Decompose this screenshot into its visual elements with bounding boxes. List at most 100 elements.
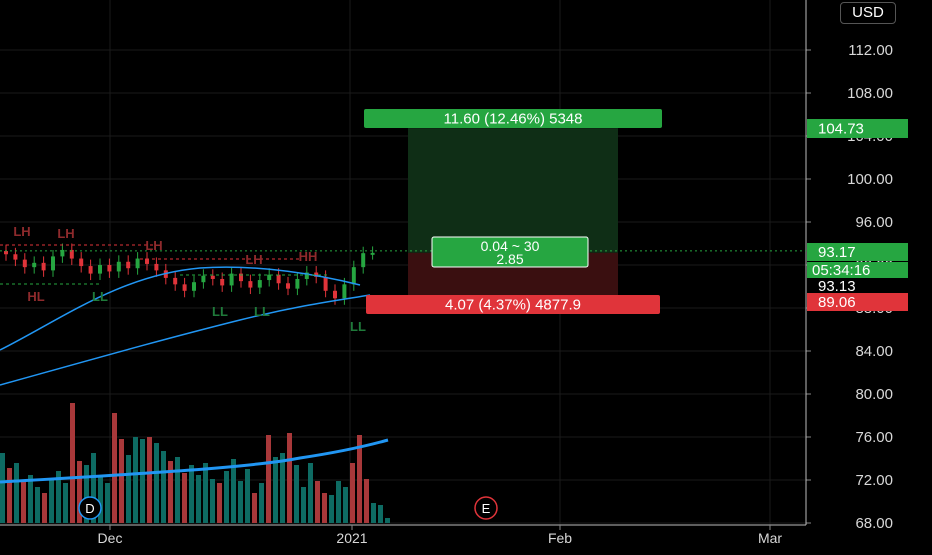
volume-bar: [77, 461, 82, 523]
candle-body: [286, 283, 290, 289]
candle-body: [267, 274, 272, 281]
candle-body: [192, 282, 196, 291]
dividend-marker-label: D: [85, 501, 94, 516]
volume-bar: [210, 479, 215, 523]
pivot-label: LH: [145, 238, 162, 253]
volume-bar: [35, 487, 40, 523]
candle-body: [201, 275, 206, 283]
pivot-label: LL: [92, 289, 108, 304]
candle-body: [98, 265, 102, 274]
pivot-label: LL: [350, 319, 366, 334]
volume-bar: [196, 475, 201, 523]
position-zones: [408, 128, 618, 297]
pivot-label: LH: [245, 252, 262, 267]
candle-body: [69, 249, 74, 259]
pivot-label: LH: [57, 226, 74, 241]
target-label-text: 11.60 (12.46%) 5348: [444, 111, 583, 128]
volume-bar: [56, 471, 61, 523]
risk-reward-line1: 0.04 ~ 30: [481, 238, 540, 254]
volume-bar: [84, 465, 89, 523]
time-tick-label: Dec: [98, 530, 123, 546]
time-tick-label: Feb: [548, 530, 572, 546]
stop-label-box: [366, 295, 660, 314]
candle-body: [107, 265, 112, 272]
volume-bar: [182, 473, 187, 523]
moving-averages: [0, 266, 389, 484]
price-tick-label: 108.00: [847, 85, 893, 102]
candle-body: [220, 278, 225, 286]
time-tick-label: 2021: [336, 530, 367, 546]
volume-bar: [280, 453, 285, 523]
earnings-marker-label: E: [482, 501, 491, 516]
price-tick-label: 76.00: [855, 429, 893, 446]
volume-bar: [329, 495, 334, 523]
earnings-marker-circle: [474, 496, 498, 520]
stop-label-text: 4.07 (4.37%) 4877.9: [445, 297, 581, 314]
candle-body: [342, 284, 347, 299]
candle-body: [126, 261, 131, 269]
volume-bar: [385, 518, 390, 523]
volume-bar: [224, 471, 229, 523]
candle-body: [32, 262, 37, 268]
candle-body: [295, 278, 300, 289]
volume-bar: [0, 453, 5, 523]
volume-bar: [273, 457, 278, 523]
risk-reward-line2: 2.85: [496, 251, 523, 267]
volume-bar: [14, 463, 19, 523]
volume-bar: [98, 477, 103, 523]
pivot-label: HL: [27, 289, 44, 304]
slow-moving-average: [0, 294, 371, 386]
time-tick-label: Mar: [758, 530, 782, 546]
currency-button[interactable]: USD: [840, 2, 896, 24]
time-axis[interactable]: Dec 2021 Feb Mar: [0, 524, 806, 546]
candle-body: [248, 281, 253, 288]
volume-bar: [49, 479, 54, 523]
price-tag-text: 05:34:16: [812, 262, 870, 279]
price-tick-label: 72.00: [855, 472, 893, 489]
volume-bar: [315, 481, 320, 523]
price-tag-box: [807, 278, 908, 294]
volume-bar: [245, 469, 250, 523]
price-tag-box: [807, 262, 908, 278]
price-tick-label: 100.00: [847, 171, 893, 188]
volume-bar: [7, 468, 12, 523]
price-tag-box: [807, 293, 908, 311]
dividend-marker-circle: [78, 496, 102, 520]
volume-bar: [336, 481, 341, 523]
price-tag-box: [807, 119, 908, 138]
volume-bar: [112, 413, 117, 523]
candle-body: [333, 290, 337, 299]
risk-reward-box: [431, 236, 589, 268]
volume-bar: [259, 483, 264, 523]
volume-bar: [42, 493, 47, 523]
volume-bar: [357, 435, 362, 523]
candle-body: [239, 273, 243, 282]
pivot-labels: LH LH LH LH HH HL LL LL LL LL: [0, 224, 366, 334]
volume-bar: [168, 461, 173, 523]
volume-bar: [133, 437, 138, 523]
volume-bars: [0, 403, 390, 523]
target-label-box: [364, 109, 662, 128]
volume-bar: [21, 481, 26, 523]
profit-zone: [408, 128, 618, 253]
volume-bar: [364, 479, 369, 523]
pivot-label: HH: [299, 249, 318, 264]
candle-body: [60, 249, 65, 257]
candle-body: [314, 272, 319, 277]
volume-bar: [371, 503, 376, 523]
volume-bar: [140, 439, 145, 523]
candle-body: [41, 262, 46, 271]
overlays: 11.60 (12.46%) 5348 4.07 (4.37%) 4877.9 0.…: [0, 109, 908, 520]
pivot-label: LL: [254, 304, 270, 319]
volume-bar: [378, 505, 383, 523]
candle-body: [116, 261, 121, 272]
volume-bar: [28, 475, 33, 523]
candle-body: [154, 263, 159, 271]
price-tag-text: 93.17: [818, 244, 856, 261]
price-tick-label: 68.00: [855, 515, 893, 532]
candles: [4, 243, 375, 305]
candle-body: [182, 284, 187, 291]
volume-bar: [238, 481, 243, 523]
